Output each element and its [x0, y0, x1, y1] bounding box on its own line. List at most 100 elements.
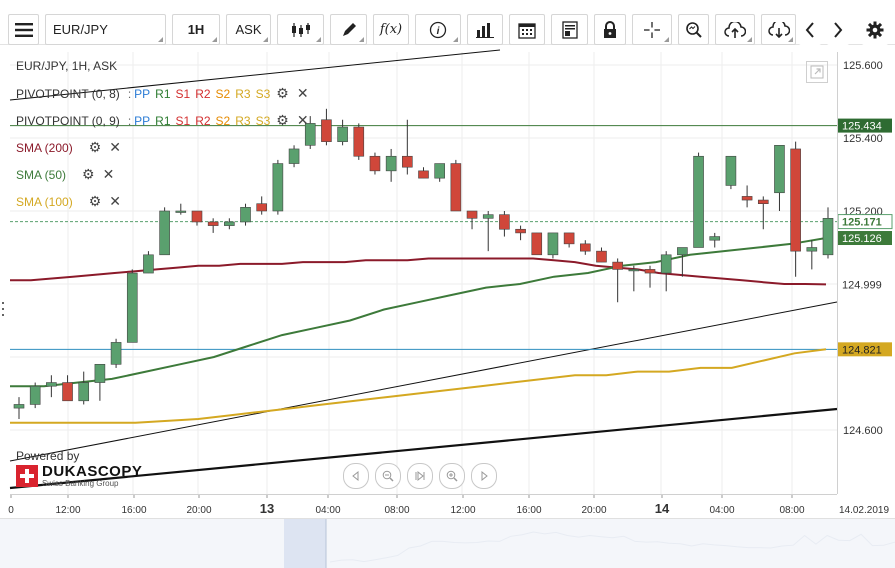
- legend-pivot-1[interactable]: PIVOTPOINT (0, 8) : PP R1 S1 R2 S2 R3 S3…: [16, 85, 309, 102]
- candle: [547, 232, 559, 259]
- legend-sma-100[interactable]: SMA (100) ⚙ ✕: [16, 193, 121, 210]
- download-button[interactable]: [761, 14, 796, 45]
- gear-icon[interactable]: ⚙: [276, 85, 289, 101]
- gear-icon[interactable]: ⚙: [276, 112, 289, 128]
- legend-sma-50[interactable]: SMA (50) ⚙ ✕: [16, 166, 114, 183]
- scroll-back-button[interactable]: [343, 463, 369, 489]
- x-tick-label: 04:00: [315, 505, 340, 516]
- pivot2-r3: R3: [235, 113, 251, 128]
- price-tag-sma50: 125.126: [838, 231, 892, 246]
- sma100-line: [10, 348, 827, 424]
- settings-button[interactable]: [862, 14, 888, 45]
- x-axis: 0 12:00 16:00 20:00 13 04:00 08:00 12:00 16:00 20…: [8, 494, 889, 516]
- symbol-select[interactable]: EUR/JPY: [45, 14, 166, 45]
- hamburger-icon: [14, 22, 33, 37]
- scroll-left-button[interactable]: [799, 14, 821, 45]
- navigator-series: [329, 531, 895, 563]
- calendar-button[interactable]: [509, 14, 545, 45]
- scroll-right-button[interactable]: [827, 14, 849, 45]
- cloud-upload-icon: [724, 21, 746, 38]
- price-tag-box: [838, 231, 892, 246]
- legend-sma-200[interactable]: SMA (200) ⚙ ✕: [16, 139, 121, 156]
- zoom-in-button[interactable]: [439, 463, 465, 489]
- y-tick-label: 125.400: [843, 133, 883, 145]
- crosshair-button[interactable]: [632, 14, 672, 45]
- dropdown-corner-icon: [316, 37, 321, 42]
- upload-button[interactable]: [715, 14, 755, 45]
- candle-body: [224, 221, 235, 226]
- candle: [774, 145, 785, 211]
- candle-body: [288, 148, 300, 164]
- triangle-left-icon: [352, 471, 359, 481]
- price-tag-current: 125.171: [837, 214, 893, 230]
- candle-body: [482, 214, 494, 219]
- candle-body: [46, 382, 57, 387]
- candle: [418, 167, 429, 179]
- close-icon[interactable]: ✕: [296, 85, 309, 101]
- zoom-button[interactable]: [678, 14, 709, 45]
- candle: [94, 363, 106, 401]
- candle: [757, 196, 769, 230]
- zoom-out-button[interactable]: [375, 463, 401, 489]
- price-tag-sma200: 124.999: [838, 277, 892, 292]
- x-tick-label: 20:00: [186, 505, 211, 516]
- lock-button[interactable]: [594, 14, 626, 45]
- close-icon[interactable]: ✕: [109, 139, 121, 155]
- chart-area[interactable]: 125.600 125.400 125.200 124.600 0 12:00 16:00…: [0, 45, 895, 568]
- close-icon[interactable]: ✕: [296, 112, 309, 128]
- gear-icon: [866, 21, 884, 38]
- reset-view-button[interactable]: [407, 463, 433, 489]
- volume-button[interactable]: [467, 14, 503, 45]
- candle-body: [693, 155, 704, 248]
- candle: [709, 232, 721, 248]
- candle-body: [175, 210, 187, 213]
- report-button[interactable]: [551, 14, 588, 45]
- candle: [596, 247, 607, 263]
- legend-pivot-2[interactable]: PIVOTPOINT (0, 9) : PP R1 S1 R2 S2 R3 S3…: [16, 112, 309, 129]
- candle: [240, 203, 251, 226]
- crosshair-icon: [644, 21, 660, 38]
- instrument-label: EUR/JPY, 1H, ASK: [16, 59, 117, 73]
- scroll-forward-button[interactable]: [471, 463, 497, 489]
- gear-icon[interactable]: ⚙: [82, 166, 95, 182]
- function-icon: f(x): [379, 22, 403, 37]
- x-tick-label: 04:00: [709, 505, 734, 516]
- candle: [207, 218, 219, 233]
- candle: [110, 338, 122, 368]
- info-button[interactable]: i: [415, 14, 461, 45]
- candle-body: [515, 228, 526, 234]
- gear-icon[interactable]: ⚙: [88, 193, 102, 209]
- navigator-background: [0, 518, 895, 568]
- close-icon[interactable]: ✕: [102, 166, 115, 182]
- candle-body: [207, 221, 219, 226]
- fullscreen-button[interactable]: [806, 61, 828, 83]
- candle-body: [321, 119, 332, 142]
- navigator-window[interactable]: [284, 519, 326, 568]
- draw-tool-button[interactable]: [330, 14, 367, 45]
- document-icon: [561, 20, 578, 39]
- close-icon[interactable]: ✕: [109, 193, 121, 209]
- candle-body: [741, 196, 753, 201]
- timeframe-select[interactable]: 1H: [172, 14, 220, 45]
- indicators-button[interactable]: f(x): [373, 14, 409, 45]
- pencil-icon: [342, 22, 356, 36]
- pivot2-r2: R2: [195, 113, 211, 128]
- window-resize-handle[interactable]: [0, 300, 6, 320]
- menu-button[interactable]: [8, 14, 39, 45]
- y-tick-label: 124.600: [843, 425, 883, 437]
- sma200-name: SMA (200): [16, 140, 73, 155]
- price-side-select[interactable]: ASK: [226, 14, 271, 45]
- price-tag-label: 125.171: [842, 217, 882, 229]
- chart-type-button[interactable]: [277, 14, 324, 45]
- candle: [369, 152, 381, 175]
- skip-end-icon: [415, 470, 425, 482]
- candle: [450, 159, 462, 212]
- chevron-right-icon: [834, 21, 843, 38]
- candle: [434, 163, 445, 182]
- x-tick-label: 08:00: [384, 505, 409, 516]
- svg-text:i: i: [437, 26, 440, 37]
- candle: [515, 225, 526, 241]
- gear-icon[interactable]: ⚙: [88, 139, 102, 155]
- candle: [191, 210, 203, 226]
